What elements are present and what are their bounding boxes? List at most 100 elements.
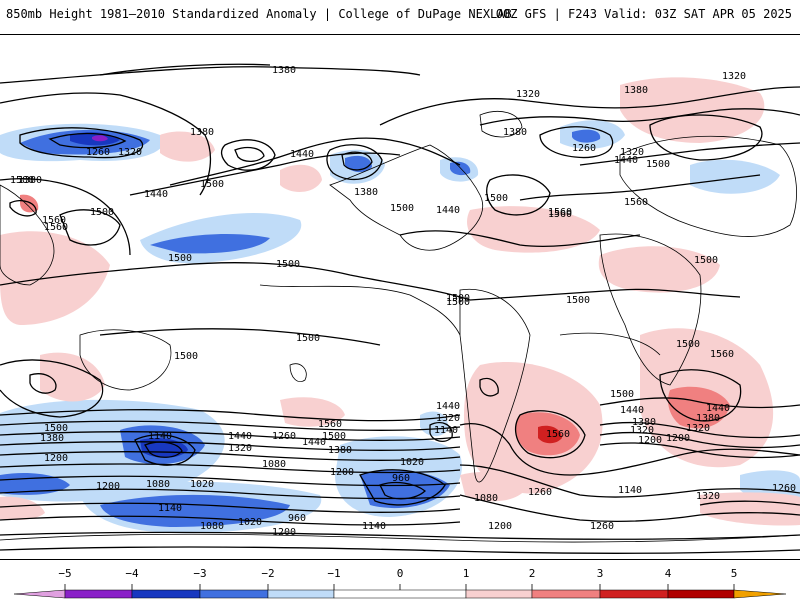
map-canvas: 1380 1320 1380 1320 1260 1320 1380 1440 … bbox=[0, 63, 800, 554]
contour-label: 1560 bbox=[624, 197, 648, 208]
contour-line bbox=[169, 137, 461, 186]
contour-label: 1260 bbox=[572, 143, 596, 154]
contour-label: 1380 bbox=[18, 175, 42, 186]
contour-line bbox=[29, 373, 57, 394]
colorbar-tick-label: 4 bbox=[664, 567, 672, 580]
anomaly-map: 1380 1320 1380 1320 1260 1320 1380 1440 … bbox=[0, 34, 800, 560]
colorbar-tick-label: −2 bbox=[261, 567, 275, 580]
contour-label: 1500 bbox=[484, 193, 508, 204]
contour-label: 1440 bbox=[228, 431, 252, 442]
contour-label: 1080 bbox=[200, 521, 224, 532]
contour-line bbox=[99, 63, 271, 76]
anomaly-area-neg1 bbox=[0, 399, 225, 502]
colorbar-segment-pos4 bbox=[667, 589, 735, 599]
contour-label: 1200 bbox=[272, 527, 296, 538]
contour-label: 1500 bbox=[44, 423, 68, 434]
contour-line bbox=[599, 431, 800, 449]
contour-label: 960 bbox=[288, 513, 306, 524]
colorbar-tick-label: −3 bbox=[193, 567, 207, 580]
contour-label: 1140 bbox=[434, 425, 458, 436]
colorbar-tick-label: −4 bbox=[125, 567, 139, 580]
anomaly-area-neg2 bbox=[150, 234, 270, 254]
contour-line bbox=[469, 288, 741, 301]
contour-line bbox=[99, 328, 381, 346]
contour-label: 1500 bbox=[168, 253, 192, 264]
contour-line bbox=[514, 410, 586, 459]
model-run-label: 00Z GFS | F243 Valid: 03Z SAT APR 05 202… bbox=[495, 7, 792, 21]
contour-label: 1080 bbox=[146, 479, 170, 490]
contour-line bbox=[0, 92, 212, 196]
contour-label: 1200 bbox=[96, 481, 120, 492]
coastlines bbox=[0, 111, 800, 543]
contour-label: 1440 bbox=[302, 437, 326, 448]
contour-label: 1380 bbox=[632, 417, 656, 428]
contour-line bbox=[0, 463, 461, 474]
contour-label: 1560 bbox=[548, 207, 572, 218]
anomaly-area-pos1 bbox=[0, 231, 110, 325]
colorbar-tick-label: 0 bbox=[396, 567, 404, 580]
colorbar-tick-label: 2 bbox=[528, 567, 536, 580]
coastline-greenland bbox=[479, 111, 523, 138]
anomaly-area-neg1 bbox=[690, 159, 780, 194]
contour-label: 1380 bbox=[696, 413, 720, 424]
contour-line bbox=[0, 262, 471, 301]
positive-anomaly-shading bbox=[0, 77, 800, 526]
contour-label: 1440 bbox=[620, 405, 644, 416]
anomaly-area-pos1 bbox=[598, 246, 720, 293]
colorbar-segment-neg2 bbox=[199, 589, 269, 599]
contour-label: 1440 bbox=[144, 189, 168, 200]
contour-line bbox=[0, 420, 461, 431]
map-header: 850mb Height 1981–2010 Standardized Anom… bbox=[0, 0, 800, 30]
contour-label: 1020 bbox=[190, 479, 214, 490]
colorbar-tick-label: 3 bbox=[596, 567, 604, 580]
contour-label: 1080 bbox=[474, 493, 498, 504]
contour-label: 1380 bbox=[40, 433, 64, 444]
contour-line bbox=[134, 434, 196, 466]
contour-label: 1500 bbox=[446, 293, 470, 304]
contour-label: 1260 bbox=[528, 487, 552, 498]
anomaly-area-pos1 bbox=[467, 206, 600, 253]
contour-line bbox=[0, 66, 421, 84]
contour-line bbox=[599, 397, 800, 409]
contour-label: 1560 bbox=[44, 222, 68, 233]
anomaly-area-neg4 bbox=[92, 135, 108, 142]
contour-line bbox=[0, 475, 461, 487]
contour-line bbox=[399, 230, 641, 247]
contour-line bbox=[341, 151, 373, 171]
coastline-africa bbox=[599, 233, 702, 386]
contour-label: 1020 bbox=[238, 517, 262, 528]
contour-label: 1500 bbox=[694, 255, 718, 266]
contour-line bbox=[0, 409, 461, 422]
negative-anomaly-shading bbox=[0, 120, 800, 534]
contour-label: 1560 bbox=[710, 349, 734, 360]
contour-label: 1320 bbox=[436, 413, 460, 424]
contour-label: 1500 bbox=[200, 179, 224, 190]
anomaly-area-neg2 bbox=[572, 129, 601, 143]
colorbar-segment-pos1 bbox=[465, 589, 533, 599]
contour-label: 1320 bbox=[118, 147, 142, 158]
contour-label: 1260 bbox=[772, 483, 796, 494]
contour-label: 1440 bbox=[290, 149, 314, 160]
anomaly-colorbar: −5 −4 −3 −2 −1 0 1 2 3 4 5 bbox=[0, 567, 800, 600]
contour-label: 1500 bbox=[610, 389, 634, 400]
map-title: 850mb Height 1981–2010 Standardized Anom… bbox=[6, 7, 512, 21]
contour-label: 1260 bbox=[86, 147, 110, 158]
contour-label: 1440 bbox=[706, 403, 730, 414]
contour-line bbox=[0, 515, 461, 526]
contour-label: 1320 bbox=[228, 443, 252, 454]
coastline-asia-east bbox=[0, 184, 55, 286]
contour-label: 1320 bbox=[696, 491, 720, 502]
coastline-south-america bbox=[459, 288, 531, 483]
contour-label: 1500 bbox=[296, 333, 320, 344]
contour-line bbox=[579, 142, 800, 166]
contour-line bbox=[379, 481, 427, 500]
colorbar-segment-neg5 bbox=[13, 589, 66, 599]
contour-label: 1500 bbox=[566, 295, 590, 306]
contour-line bbox=[0, 450, 461, 461]
contour-label: 1200 bbox=[638, 435, 662, 446]
colorbar-segments bbox=[13, 589, 787, 599]
anomaly-area-neg2 bbox=[450, 161, 471, 176]
anomaly-area-pos1 bbox=[700, 492, 800, 526]
contour-label: 1500 bbox=[174, 351, 198, 362]
contour-line bbox=[599, 442, 800, 459]
